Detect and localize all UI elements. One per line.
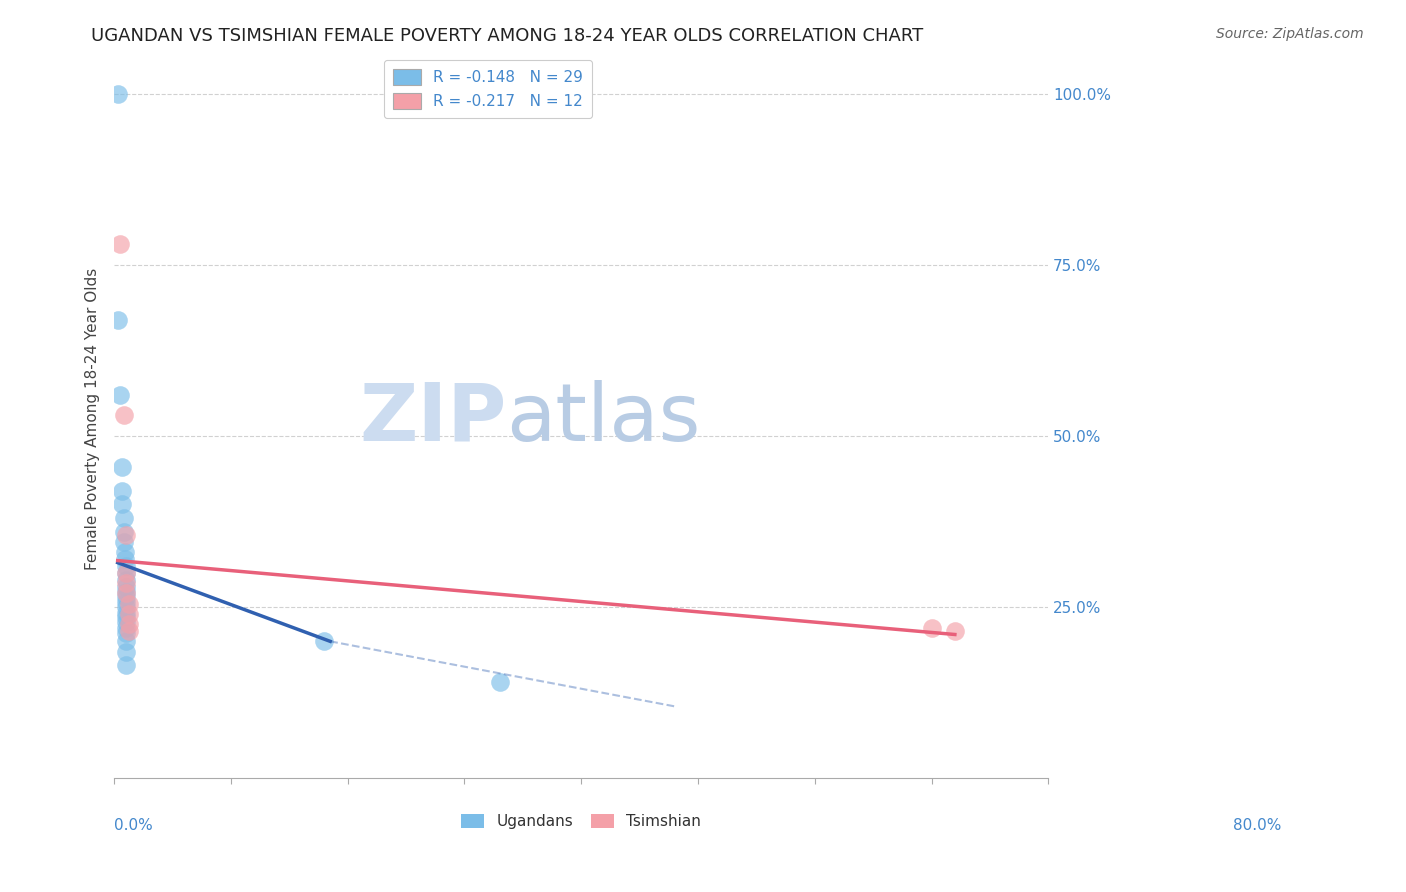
- Point: [115, 585, 138, 599]
- Point: [112, 511, 135, 525]
- Point: [118, 607, 141, 621]
- Point: [111, 483, 134, 498]
- Point: [118, 624, 141, 638]
- Point: [115, 594, 138, 608]
- Point: [115, 559, 138, 574]
- Point: [115, 610, 138, 624]
- Point: [112, 409, 135, 423]
- Point: [115, 590, 138, 604]
- Point: [115, 528, 138, 542]
- Point: [115, 586, 138, 600]
- Point: [488, 675, 510, 690]
- Point: [114, 552, 136, 566]
- Point: [111, 459, 134, 474]
- Point: [115, 600, 138, 615]
- Point: [115, 658, 138, 673]
- Text: Source: ZipAtlas.com: Source: ZipAtlas.com: [1216, 27, 1364, 41]
- Point: [107, 312, 129, 326]
- Point: [115, 580, 138, 594]
- Point: [115, 626, 138, 640]
- Point: [107, 87, 129, 101]
- Point: [108, 237, 131, 252]
- Point: [114, 545, 136, 559]
- Point: [115, 634, 138, 648]
- Point: [115, 645, 138, 659]
- Text: ZIP: ZIP: [360, 380, 506, 458]
- Point: [118, 617, 141, 632]
- Point: [111, 498, 134, 512]
- Point: [314, 634, 336, 648]
- Text: 0.0%: 0.0%: [114, 818, 153, 833]
- Text: atlas: atlas: [506, 380, 700, 458]
- Text: 80.0%: 80.0%: [1233, 818, 1282, 833]
- Point: [112, 524, 135, 539]
- Point: [115, 606, 138, 620]
- Point: [115, 573, 138, 587]
- Point: [108, 388, 131, 402]
- Point: [115, 621, 138, 635]
- Point: [943, 624, 966, 638]
- Text: UGANDAN VS TSIMSHIAN FEMALE POVERTY AMONG 18-24 YEAR OLDS CORRELATION CHART: UGANDAN VS TSIMSHIAN FEMALE POVERTY AMON…: [91, 27, 924, 45]
- Point: [115, 576, 138, 591]
- Point: [112, 535, 135, 549]
- Point: [115, 615, 138, 630]
- Legend: Ugandans, Tsimshian: Ugandans, Tsimshian: [456, 807, 707, 835]
- Point: [118, 597, 141, 611]
- Point: [921, 621, 943, 635]
- Y-axis label: Female Poverty Among 18-24 Year Olds: Female Poverty Among 18-24 Year Olds: [86, 268, 100, 570]
- Point: [115, 566, 138, 580]
- Point: [115, 566, 138, 580]
